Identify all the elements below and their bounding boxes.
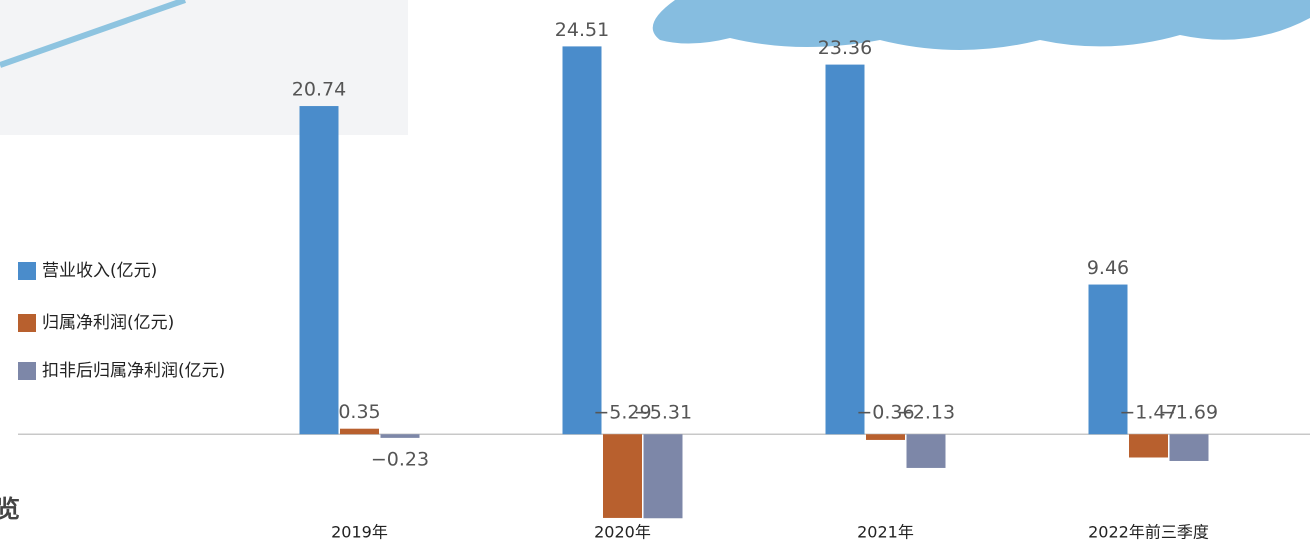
legend-swatch [18, 362, 36, 380]
background-text: 览 [0, 495, 20, 523]
x-tick-label: 2021年 [857, 523, 914, 542]
decor-cloud [650, 0, 1310, 50]
value-label: 23.36 [818, 37, 872, 59]
bar [1129, 434, 1168, 457]
value-label: −1.69 [1160, 402, 1218, 424]
value-label: 20.74 [292, 79, 346, 101]
bar [866, 434, 905, 440]
value-label: −5.31 [634, 402, 692, 424]
bar [603, 434, 642, 518]
legend-swatch [18, 262, 36, 280]
legend-label: 归属净利润(亿元) [42, 313, 174, 333]
x-tick-label: 2019年 [331, 523, 388, 542]
value-label: −2.13 [897, 402, 955, 424]
legend-swatch [18, 314, 36, 332]
bar [826, 65, 865, 435]
bar [563, 46, 602, 434]
value-label: 0.35 [338, 401, 380, 423]
bar [644, 434, 683, 518]
bar [340, 429, 379, 435]
legend-label: 扣非后归属净利润(亿元) [42, 361, 225, 381]
x-tick-label: 2020年 [594, 523, 651, 542]
bar [381, 434, 420, 438]
bar [907, 434, 946, 468]
bar [1170, 434, 1209, 461]
legend-label: 营业收入(亿元) [42, 261, 157, 281]
value-label: 24.51 [555, 19, 609, 41]
value-label: −0.23 [371, 448, 429, 470]
bar [300, 106, 339, 434]
chart: 览 营业收入(亿元) 归属净利润(亿元) 扣非后归属净利润(亿元) 2019年 20.7… [0, 0, 1310, 548]
x-tick-label: 2022年前三季度 [1088, 523, 1209, 542]
background-panel [0, 0, 408, 135]
value-label: 9.46 [1087, 257, 1129, 279]
